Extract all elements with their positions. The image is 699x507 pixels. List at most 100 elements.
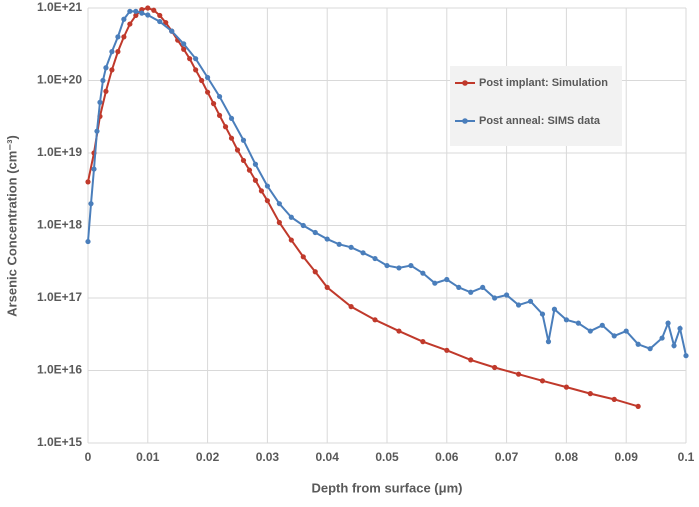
data-point bbox=[515, 371, 522, 377]
data-point bbox=[336, 241, 342, 247]
data-point bbox=[599, 322, 605, 328]
data-point bbox=[635, 341, 641, 347]
data-point bbox=[133, 8, 139, 14]
x-tick-label: 0.02 bbox=[196, 450, 220, 464]
data-point bbox=[205, 89, 211, 95]
data-point bbox=[252, 161, 259, 167]
data-point bbox=[228, 115, 235, 122]
data-point bbox=[492, 295, 498, 301]
data-point bbox=[163, 19, 169, 26]
x-tick-label: 0.09 bbox=[615, 450, 639, 464]
data-point bbox=[91, 166, 97, 172]
legend-label: Post anneal: SIMS data bbox=[479, 115, 601, 127]
data-point bbox=[133, 12, 139, 19]
data-point bbox=[551, 306, 558, 312]
data-point bbox=[288, 214, 294, 220]
data-point bbox=[264, 198, 270, 204]
data-point bbox=[348, 244, 354, 250]
x-tick-label: 0.04 bbox=[316, 450, 340, 464]
data-point bbox=[157, 12, 163, 19]
x-tick-label: 0.01 bbox=[136, 450, 160, 464]
data-point bbox=[635, 403, 641, 409]
data-point bbox=[252, 177, 259, 183]
data-point bbox=[85, 179, 91, 185]
data-point bbox=[444, 276, 450, 283]
data-point bbox=[205, 74, 211, 81]
data-point bbox=[396, 328, 402, 334]
data-point bbox=[300, 254, 306, 260]
data-point bbox=[372, 255, 378, 262]
data-point bbox=[127, 21, 133, 27]
data-point bbox=[109, 49, 115, 55]
data-point bbox=[468, 357, 474, 363]
data-point bbox=[145, 5, 151, 11]
x-tick-label: 0.05 bbox=[375, 450, 399, 464]
y-tick-label: 1.0E+16 bbox=[37, 363, 82, 377]
y-tick-label: 1.0E+15 bbox=[37, 435, 82, 449]
data-point bbox=[276, 201, 282, 207]
x-tick-label: 0 bbox=[85, 450, 92, 464]
data-point bbox=[492, 364, 498, 371]
data-point bbox=[109, 67, 115, 73]
data-point bbox=[216, 93, 223, 100]
data-point bbox=[312, 269, 318, 275]
y-tick-label: 1.0E+20 bbox=[37, 73, 82, 87]
data-point bbox=[193, 56, 199, 62]
data-point bbox=[312, 229, 318, 236]
x-axis-label: Depth from surface (μm) bbox=[312, 480, 463, 495]
x-tick-label: 0.06 bbox=[435, 450, 459, 464]
data-point bbox=[276, 219, 282, 226]
data-point bbox=[288, 237, 294, 243]
data-point bbox=[611, 333, 617, 339]
data-point bbox=[504, 292, 510, 298]
data-point bbox=[103, 88, 109, 94]
y-axis-label: Arsenic Concentration (cm⁻³) bbox=[4, 135, 19, 317]
data-point bbox=[115, 49, 121, 55]
data-point bbox=[210, 101, 217, 107]
data-point bbox=[677, 325, 683, 332]
data-point bbox=[539, 311, 546, 317]
legend-marker bbox=[462, 80, 468, 86]
data-point bbox=[103, 65, 109, 71]
data-point bbox=[408, 262, 414, 269]
x-tick-label: 0.08 bbox=[555, 450, 579, 464]
data-point bbox=[324, 284, 330, 291]
legend-marker bbox=[462, 118, 468, 124]
data-point bbox=[240, 157, 247, 164]
data-point bbox=[539, 378, 546, 384]
data-point bbox=[145, 12, 151, 18]
data-point bbox=[587, 328, 593, 334]
data-point bbox=[480, 284, 486, 291]
legend-box bbox=[450, 66, 622, 146]
y-tick-label: 1.0E+19 bbox=[37, 145, 82, 159]
data-point bbox=[193, 67, 199, 73]
data-point bbox=[432, 280, 438, 286]
data-point bbox=[127, 8, 133, 14]
data-point bbox=[121, 34, 127, 40]
data-point bbox=[199, 77, 205, 84]
x-tick-label: 0.1 bbox=[678, 450, 695, 464]
data-point bbox=[515, 302, 522, 308]
data-point bbox=[85, 238, 91, 245]
data-point bbox=[623, 328, 629, 334]
data-point bbox=[216, 112, 223, 119]
data-point bbox=[468, 289, 474, 295]
data-point bbox=[181, 46, 187, 52]
y-tick-label: 1.0E+21 bbox=[37, 0, 82, 14]
data-point bbox=[222, 124, 229, 130]
data-point bbox=[94, 128, 100, 134]
data-point bbox=[683, 353, 689, 359]
data-point bbox=[258, 188, 265, 194]
data-point bbox=[115, 34, 121, 40]
data-point bbox=[88, 201, 94, 207]
y-tick-label: 1.0E+18 bbox=[37, 218, 82, 232]
data-point bbox=[384, 262, 390, 269]
data-point bbox=[264, 183, 270, 189]
data-point bbox=[169, 28, 175, 34]
data-point bbox=[234, 147, 241, 153]
data-point bbox=[456, 284, 462, 291]
data-point bbox=[228, 135, 235, 141]
x-tick-label: 0.07 bbox=[495, 450, 519, 464]
data-point bbox=[348, 304, 354, 310]
